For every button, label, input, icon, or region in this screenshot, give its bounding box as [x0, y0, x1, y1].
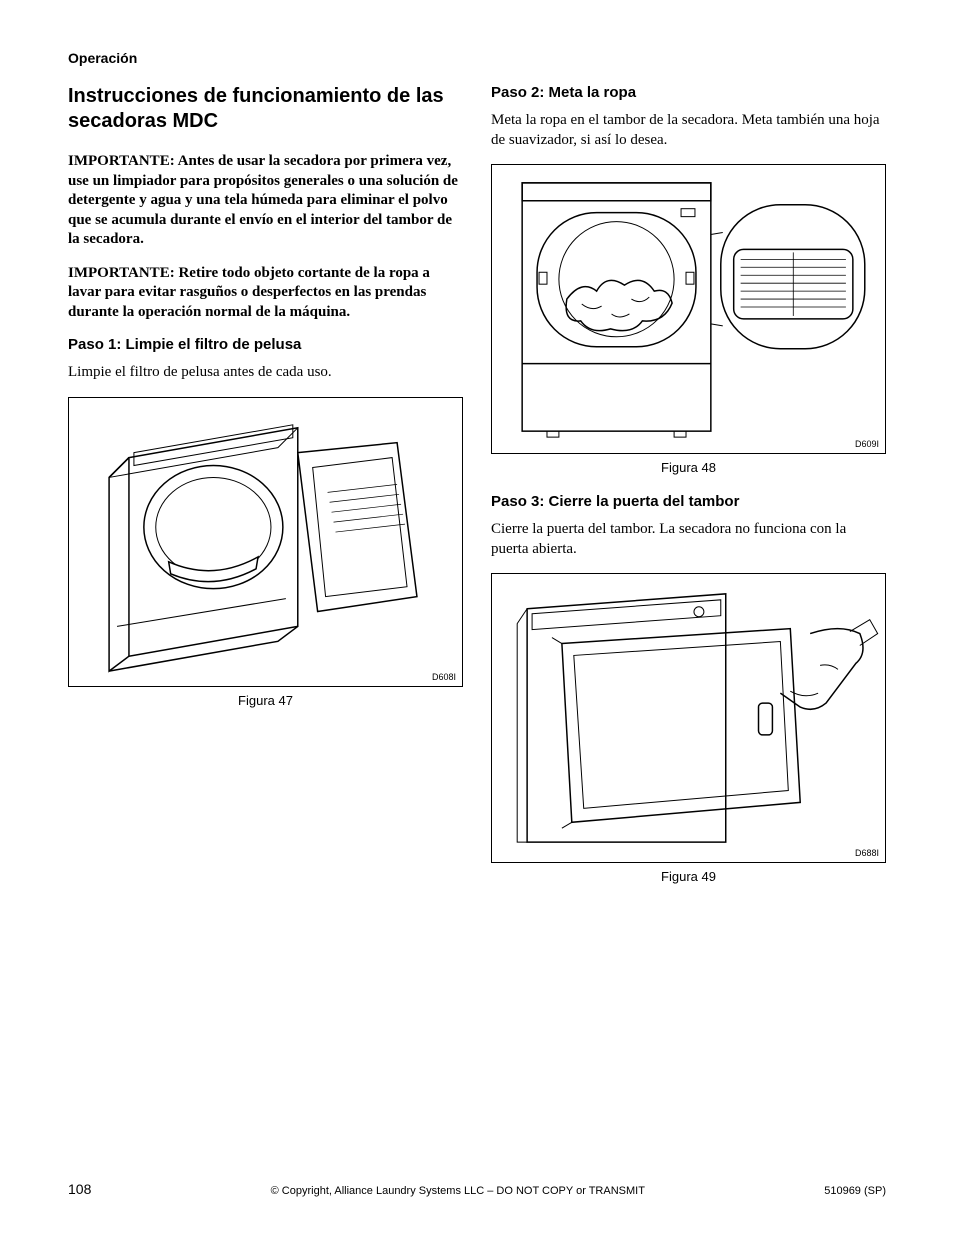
- step-1-heading: Paso 1: Limpie el filtro de pelusa: [68, 336, 463, 353]
- step-3-heading: Paso 3: Cierre la puerta del tambor: [491, 493, 886, 510]
- dryer-load-clothes-illustration: [492, 165, 885, 453]
- figure-47-caption: Figura 47: [68, 693, 463, 708]
- figure-48-box: D609I: [491, 164, 886, 454]
- step-2-heading: Paso 2: Meta la ropa: [491, 84, 886, 101]
- left-column: Instrucciones de funcionamiento de las s…: [68, 84, 463, 902]
- step-2-body: Meta la ropa en el tambor de la secadora…: [491, 111, 886, 150]
- important-label-2: IMPORTANTE:: [68, 265, 178, 281]
- figure-49-box: D688I: [491, 573, 886, 863]
- copyright-text: © Copyright, Alliance Laundry Systems LL…: [271, 1185, 645, 1197]
- section-header: Operación: [68, 50, 886, 66]
- dryer-close-door-illustration: [492, 574, 885, 862]
- figure-47-box: D608I: [68, 397, 463, 687]
- figure-48-tag: D609I: [855, 439, 879, 449]
- step-1-body: Limpie el filtro de pelusa antes de cada…: [68, 363, 463, 383]
- page-footer: 108 © Copyright, Alliance Laundry System…: [68, 1181, 886, 1197]
- figure-49-caption: Figura 49: [491, 869, 886, 884]
- document-code: 510969 (SP): [824, 1185, 886, 1197]
- important-note-1: IMPORTANTE: Antes de usar la secadora po…: [68, 152, 463, 250]
- two-column-layout: Instrucciones de funcionamiento de las s…: [68, 84, 886, 902]
- page-title: Instrucciones de funcionamiento de las s…: [68, 84, 463, 134]
- right-column: Paso 2: Meta la ropa Meta la ropa en el …: [491, 84, 886, 902]
- important-note-2: IMPORTANTE: Retire todo objeto cortante …: [68, 264, 463, 323]
- dryer-lint-filter-illustration: [69, 398, 462, 686]
- page-number: 108: [68, 1181, 91, 1197]
- figure-48-caption: Figura 48: [491, 460, 886, 475]
- step-3-body: Cierre la puerta del tambor. La secadora…: [491, 520, 886, 559]
- figure-47-tag: D608I: [432, 672, 456, 682]
- important-label-1: IMPORTANTE:: [68, 153, 178, 169]
- figure-49-tag: D688I: [855, 848, 879, 858]
